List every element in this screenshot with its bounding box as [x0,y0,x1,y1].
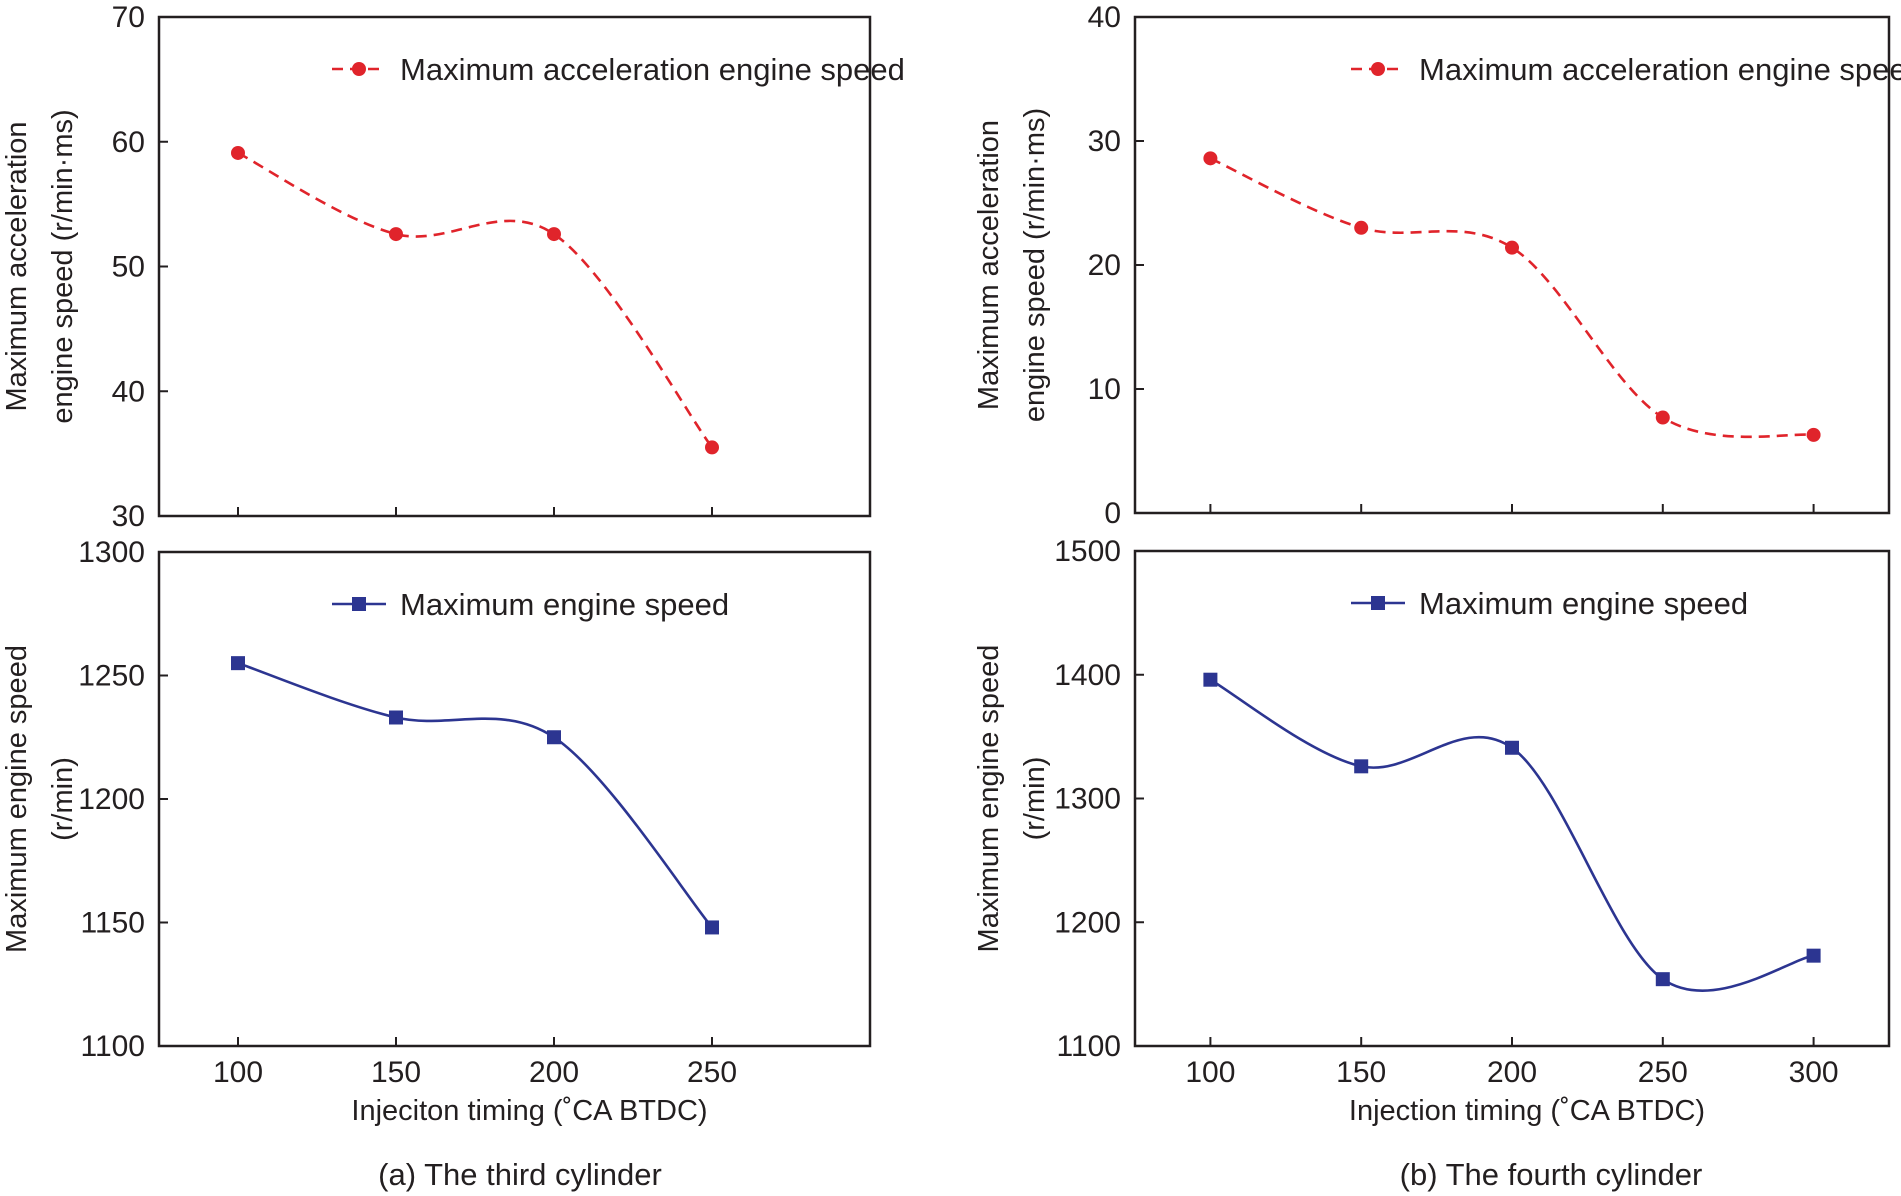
chart-text: 30 40 50 60 70 Maximum acceleration engine spe… [1,1,1901,1127]
y-tick-label-a_bottom: 1100 [80,1030,145,1063]
data-point-a_bottom [547,730,561,745]
y-tick-label-a_top: 40 [112,375,145,408]
series-line-b_top [1209,157,1814,439]
data-point-b_top [1505,240,1519,255]
legend-label-b_bottom: Maximum engine speed [1419,586,1748,621]
y-tick-label-a_bottom: 1200 [78,783,145,816]
x-tick-label-b_bottom: 100 [1185,1056,1235,1089]
plot-frame-a_bottom [157,550,872,1048]
y-tick-label-b_top: 0 [1104,497,1121,530]
x-tick-label-b_bottom: 200 [1487,1056,1537,1089]
legend-label-a_top: Maximum acceleration engine speed [400,52,905,87]
y-axis-title-b_top: engine speed (r/min·ms) [1019,108,1051,422]
y-axis-title-a_bottom: (r/min) [47,757,79,841]
data-point-b_top [1806,427,1821,442]
data-series [231,62,1821,992]
legend-label-b_top: Maximum acceleration engine speed [1419,52,1901,87]
data-point-a_bottom [705,920,719,935]
x-axis-title-a_bottom: Injeciton timing (˚CA BTDC) [351,1095,707,1127]
x-tick-label-a_bottom: 200 [529,1056,579,1089]
data-point-b_bottom [1806,948,1821,963]
data-point-b_top [1655,410,1670,425]
y-tick-label-b_bottom: 1400 [1054,659,1121,692]
y-axis-title-b_bottom: Maximum engine speed [973,645,1005,953]
y-axis-title-a_top: Maximum acceleration [1,121,33,411]
x-tick-label-b_bottom: 300 [1789,1056,1839,1089]
axis-ticks [159,16,1815,1047]
y-axis-title-b_bottom: (r/min) [1019,757,1051,841]
x-tick-label-a_bottom: 150 [371,1056,421,1089]
legend-marker-a_top [352,62,366,76]
data-point-b_bottom [1655,972,1670,987]
series-line-b_bottom [1209,678,1814,992]
y-tick-label-b_bottom: 1100 [1056,1030,1121,1063]
data-point-a_top [705,440,719,455]
data-point-a_top [231,145,245,160]
data-point-a_top [389,227,403,242]
plot-frame-b_top [1133,15,1891,515]
data-point-b_top [1354,220,1369,235]
x-tick-label-b_bottom: 250 [1638,1056,1688,1089]
caption-a: (a) The third cylinder [378,1157,662,1192]
data-point-b_bottom [1505,740,1519,755]
data-point-a_bottom [389,710,403,725]
data-point-b_bottom [1354,759,1369,774]
y-axis-title-a_top: engine speed (r/min·ms) [47,109,79,423]
legend-marker-b_top [1371,62,1385,76]
series-line-a_top [237,151,714,449]
y-tick-label-b_bottom: 1500 [1054,535,1121,568]
data-point-b_top [1203,151,1218,166]
y-tick-label-a_bottom: 1300 [78,536,145,569]
legend-marker-b_bottom [1371,596,1385,610]
x-tick-label-b_bottom: 150 [1336,1056,1386,1089]
data-point-a_top [547,227,561,242]
y-tick-label-b_bottom: 1300 [1054,783,1121,816]
y-axis-title-b_top: Maximum acceleration [973,120,1005,410]
y-tick-label-b_top: 30 [1088,125,1121,158]
legend-marker-a_bottom [352,597,366,611]
y-tick-label-a_top: 70 [112,1,145,34]
y-tick-label-b_bottom: 1200 [1054,906,1121,939]
y-axis-title-a_bottom: Maximum engine speed [1,645,33,953]
y-tick-label-b_top: 20 [1088,249,1121,282]
x-axis-title-b_bottom: Injection timing (˚CA BTDC) [1349,1095,1705,1127]
x-tick-label-a_bottom: 100 [213,1056,263,1089]
x-tick-label-a_bottom: 250 [687,1056,737,1089]
y-tick-label-b_top: 10 [1088,373,1121,406]
y-tick-label-a_top: 50 [112,251,145,284]
caption-b: (b) The fourth cylinder [1400,1157,1703,1192]
y-tick-label-a_top: 60 [112,126,145,159]
legend-label-a_bottom: Maximum engine speed [400,587,729,622]
series-line-a_bottom [237,661,714,929]
y-tick-label-a_bottom: 1150 [80,907,145,940]
y-tick-label-b_top: 40 [1088,1,1121,34]
plot-frame-a_top [157,15,872,518]
data-point-b_bottom [1203,672,1218,687]
y-tick-label-a_top: 30 [112,500,145,533]
data-point-a_bottom [231,656,245,671]
y-tick-label-a_bottom: 1250 [78,660,145,693]
